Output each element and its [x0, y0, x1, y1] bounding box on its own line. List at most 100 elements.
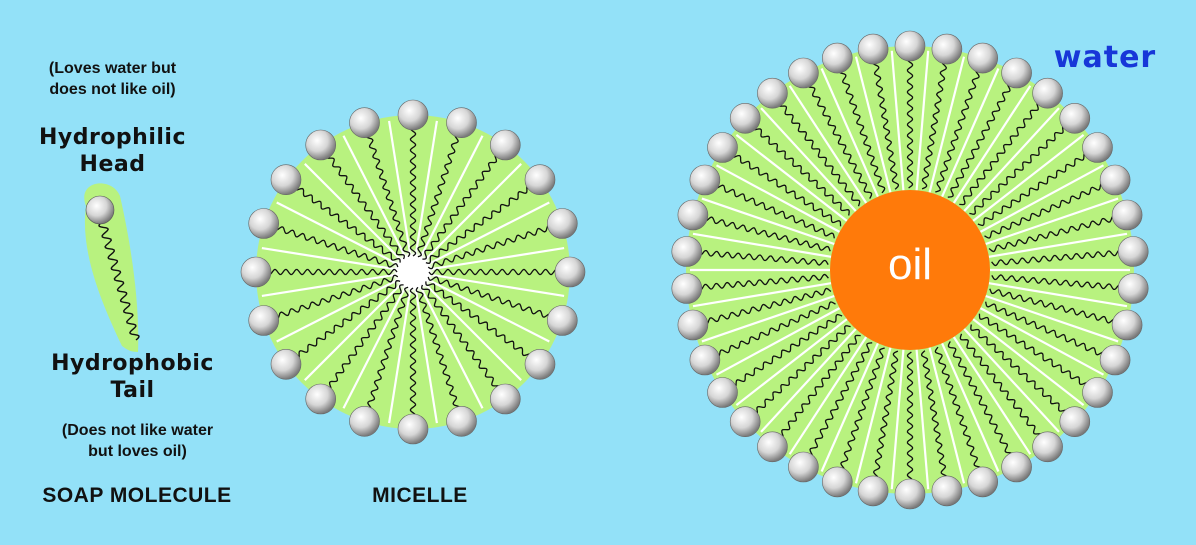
separator-line	[735, 134, 848, 222]
hydrophobic-tail	[921, 48, 949, 190]
oil-label: oil	[887, 240, 933, 289]
separator-line	[715, 164, 841, 233]
hydrophobic-tail	[991, 274, 1134, 291]
hydrophilic-head	[397, 99, 429, 131]
separator-line	[941, 68, 1000, 198]
hydrophilic-head	[554, 256, 586, 288]
hydrophilic-head	[677, 309, 709, 341]
hydrophilic-head	[397, 413, 429, 445]
separator-line	[788, 336, 868, 455]
separator-line	[304, 281, 404, 381]
separator-line	[972, 134, 1085, 222]
hydrophilic-head	[305, 383, 337, 415]
separator-line	[414, 120, 438, 259]
separator-line	[988, 232, 1128, 258]
separator-line	[820, 68, 879, 198]
hydrophilic-head	[240, 256, 272, 288]
hydrophobic-tail	[947, 341, 1019, 468]
hydrophobic-tail	[692, 213, 831, 252]
hydrophilic-head	[1001, 451, 1032, 483]
hydrophobic-tail	[362, 122, 411, 258]
hydrophilic-head	[967, 466, 999, 498]
hydrophobic-tail	[803, 342, 873, 468]
hydrophilic-head	[1111, 309, 1143, 341]
hydrophilic-head	[248, 208, 280, 239]
hydrophilic-head	[729, 406, 761, 438]
hydrophobic-tail	[871, 350, 899, 492]
oil-micelle	[671, 30, 1149, 510]
separator-line	[701, 294, 835, 343]
separator-line	[425, 277, 550, 343]
hydrophobic-tail	[263, 274, 399, 323]
separator-line	[985, 197, 1119, 246]
hydrophilic-head	[1099, 344, 1131, 376]
hydrophobic-tail	[425, 178, 541, 264]
hydrophobic-tail	[686, 249, 829, 266]
hydrophilic-head	[1001, 57, 1032, 89]
hydrophilic-head	[546, 208, 578, 239]
hydrophilic-head	[689, 164, 721, 196]
hydrophilic-head	[489, 383, 521, 415]
hydrophilic-head	[894, 30, 926, 62]
hydrophilic-head	[446, 405, 477, 437]
separator-line	[422, 163, 522, 263]
separator-line	[692, 282, 832, 308]
hydrophobic-tail	[692, 287, 832, 328]
hydrophilic-head	[1099, 164, 1131, 196]
separator-line	[426, 247, 565, 271]
tail-note-line1: (Does not like water	[61, 422, 214, 439]
hydrophobic-tail	[428, 268, 571, 276]
separator-line	[425, 201, 550, 267]
separator-line	[426, 273, 565, 297]
hydrophilic-head	[894, 478, 926, 510]
hydrophobic-tail	[978, 313, 1099, 393]
separator-line	[261, 247, 400, 271]
hydrophobic-tail	[363, 286, 409, 422]
hydrophobic-tail	[722, 313, 843, 395]
hydrophobic-tail	[704, 301, 836, 363]
hydrophilic-head	[707, 377, 738, 408]
separator-line	[890, 349, 905, 490]
separator-line	[952, 336, 1032, 455]
hydrophilic-head	[757, 77, 788, 109]
hydrophilic-head	[270, 348, 302, 380]
separator-line	[692, 232, 832, 258]
hydrophilic-head	[524, 164, 556, 195]
hydrophobic-tail	[984, 177, 1116, 239]
hydrophilic-head	[788, 451, 819, 483]
hydrophobic-tail	[421, 284, 507, 400]
hydrophobic-tail	[906, 351, 914, 495]
hydrophilic-head	[446, 107, 477, 138]
hydrophobic-tail	[985, 301, 1116, 361]
hydrophilic-head	[931, 33, 963, 65]
hydrophilic-head	[524, 348, 556, 380]
hydrophilic-head	[248, 305, 280, 336]
hydrophilic-head-title: Hydrophilic Head	[20, 124, 205, 178]
hydrophilic-head	[349, 405, 380, 437]
hydrophilic-head	[1082, 132, 1113, 163]
hydrophilic-head	[757, 431, 788, 463]
hydrophilic-head	[671, 273, 703, 304]
separator-line	[915, 349, 930, 490]
hydrophilic-head	[967, 42, 999, 74]
hydrophobic-tail	[969, 117, 1075, 215]
separator-line	[735, 318, 848, 406]
hydrophobic-tail	[870, 48, 900, 190]
separator-line	[890, 50, 905, 191]
head-note-line1: (Loves water but	[48, 60, 177, 77]
hydrophobic-tail	[263, 222, 399, 268]
hydrophobic-tail	[920, 350, 950, 492]
hydrophilic-head	[1111, 199, 1143, 231]
separator-line	[760, 328, 857, 433]
head-label: Head	[79, 152, 146, 177]
hydrophobic-tail	[771, 93, 861, 207]
head-note: (Loves water but does not like oil)	[20, 58, 205, 100]
hydrophilic-head	[1117, 236, 1149, 267]
separator-line	[276, 201, 401, 267]
hydrophilic-head	[546, 305, 578, 336]
separator-line	[988, 282, 1128, 308]
tail-note-line2: but loves oil)	[88, 443, 187, 460]
hydrophobic-tail	[285, 179, 401, 263]
hydrophobic-tail	[970, 324, 1076, 422]
